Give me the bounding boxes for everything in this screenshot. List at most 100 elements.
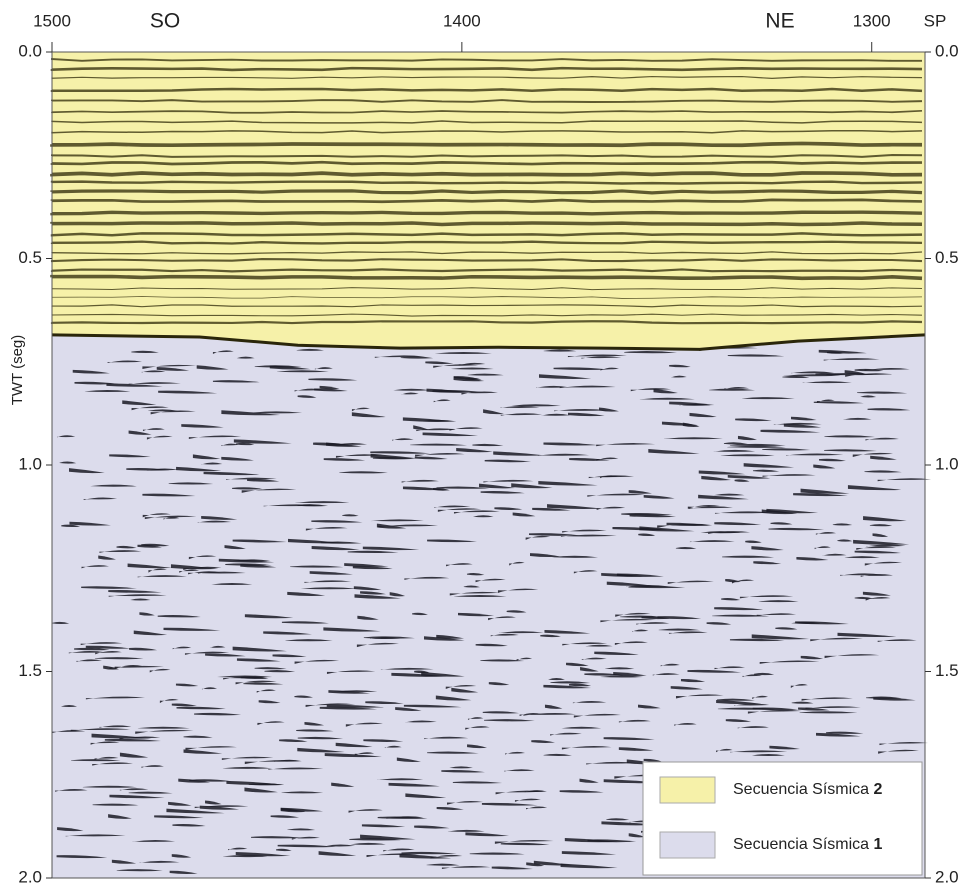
reflector: [798, 707, 830, 711]
reflector: [573, 713, 621, 718]
reflector: [541, 413, 570, 416]
reflector: [751, 753, 785, 756]
reflector: [601, 573, 643, 577]
reflector: [720, 454, 775, 457]
reflector: [636, 622, 670, 625]
reflector: [108, 589, 162, 593]
reflector: [353, 586, 382, 591]
reflector: [770, 522, 793, 525]
reflector: [416, 428, 456, 432]
direction-label: NE: [765, 10, 794, 33]
reflector: [280, 807, 306, 813]
reflector: [296, 348, 325, 351]
reflector: [425, 361, 454, 365]
reflector: [139, 612, 155, 616]
reflector: [50, 160, 923, 166]
reflector: [751, 634, 810, 640]
reflector: [324, 844, 356, 847]
reflector: [348, 809, 383, 813]
reflector: [410, 443, 468, 446]
reflector: [731, 579, 755, 584]
reflector: [90, 741, 120, 745]
reflector: [481, 802, 538, 806]
legend-label-number: 2: [874, 781, 883, 798]
reflector: [737, 726, 769, 729]
reflector: [725, 719, 752, 722]
reflector: [499, 631, 544, 634]
reflector: [427, 539, 477, 543]
reflector: [127, 563, 172, 569]
reflector: [484, 719, 535, 722]
reflector: [51, 287, 923, 291]
reflector: [137, 575, 187, 578]
reflector: [862, 591, 891, 596]
reflector: [158, 390, 218, 394]
reflector: [276, 848, 292, 852]
reflector: [716, 748, 733, 753]
reflector: [50, 240, 923, 245]
reflector: [221, 443, 239, 447]
legend-label: Secuencia Sísmica 1: [733, 836, 883, 853]
reflector: [480, 491, 525, 494]
reflector: [860, 395, 877, 398]
reflector: [668, 631, 708, 634]
reflector: [769, 745, 800, 750]
reflector: [354, 752, 375, 756]
reflector: [370, 453, 418, 459]
reflector: [109, 794, 165, 799]
reflector: [326, 670, 376, 674]
reflector: [483, 409, 504, 415]
reflector: [116, 869, 163, 872]
reflector: [560, 534, 617, 537]
reflector: [800, 488, 850, 494]
reflector: [360, 591, 386, 595]
reflector: [345, 722, 383, 727]
reflector: [287, 591, 326, 596]
reflector: [670, 686, 703, 690]
reflector: [714, 666, 746, 670]
reflector: [639, 397, 695, 400]
reflector: [561, 746, 612, 750]
reflector: [419, 419, 457, 422]
reflector: [453, 510, 500, 514]
reflector: [405, 793, 447, 799]
reflector: [596, 443, 656, 447]
reflector: [433, 399, 451, 403]
reflector: [129, 647, 158, 651]
reflector: [729, 443, 786, 447]
reflector: [256, 689, 276, 693]
reflector: [500, 406, 540, 408]
reflector: [857, 391, 908, 394]
reflector: [658, 628, 700, 631]
reflector: [50, 180, 923, 185]
reflector: [467, 373, 504, 376]
reflector: [51, 109, 923, 114]
reflector: [600, 475, 618, 479]
reflector: [92, 803, 139, 806]
reflector: [92, 762, 133, 766]
reflector: [514, 798, 541, 802]
reflector: [248, 783, 285, 786]
reflector: [461, 391, 498, 395]
reflector: [114, 665, 143, 670]
reflector: [758, 600, 799, 603]
reflector: [240, 563, 277, 568]
reflector: [403, 704, 462, 708]
reflector: [176, 706, 226, 710]
reflector: [559, 385, 616, 389]
reflector: [205, 653, 246, 657]
reflector: [412, 612, 428, 616]
reflector: [51, 296, 923, 299]
reflector: [543, 684, 592, 689]
reflector: [584, 673, 624, 676]
reflector: [212, 350, 234, 355]
reflector: [51, 75, 923, 80]
reflector: [716, 698, 755, 701]
reflector: [469, 852, 525, 855]
reflector: [392, 438, 414, 441]
reflector: [585, 644, 613, 647]
reflector: [65, 834, 126, 837]
reflector: [727, 445, 786, 448]
reflector: [675, 694, 724, 699]
reflector: [276, 370, 329, 373]
